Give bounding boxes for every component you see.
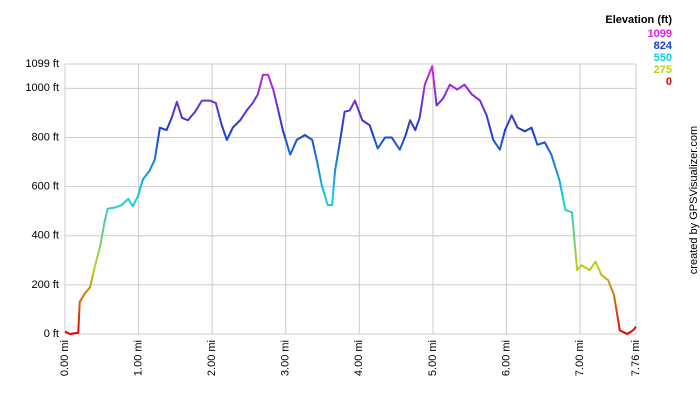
x-tick-label: 1.00 mi [132,340,144,376]
elevation-line [64,65,637,335]
x-tick-label: 2.00 mi [206,340,218,376]
y-tick-label: 1099 ft [25,58,59,70]
y-tick-label: 800 ft [31,131,59,143]
legend-value: 824 [654,40,673,52]
y-tick-label: 400 ft [31,230,59,242]
y-tick-label: 600 ft [31,180,59,192]
legend-title: Elevation (ft) [605,14,672,26]
y-tick-label: 200 ft [31,279,59,291]
legend-value: 550 [654,52,672,64]
y-tick-label: 0 ft [44,328,59,340]
x-tick-label: 7.76 mi [630,340,642,376]
x-tick-label: 5.00 mi [427,340,439,376]
x-tick-label: 0.00 mi [59,340,71,376]
y-tick-label: 1000 ft [25,82,59,94]
x-tick-label: 7.00 mi [574,340,586,376]
legend-value: 1099 [648,28,672,40]
x-tick-label: 4.00 mi [353,340,365,376]
legend-value: 275 [654,64,672,76]
credit: created by GPSVisualizer.com [688,126,700,274]
x-tick-label: 3.00 mi [280,340,292,376]
legend-value: 0 [666,76,672,88]
x-tick-label: 6.00 mi [500,340,512,376]
